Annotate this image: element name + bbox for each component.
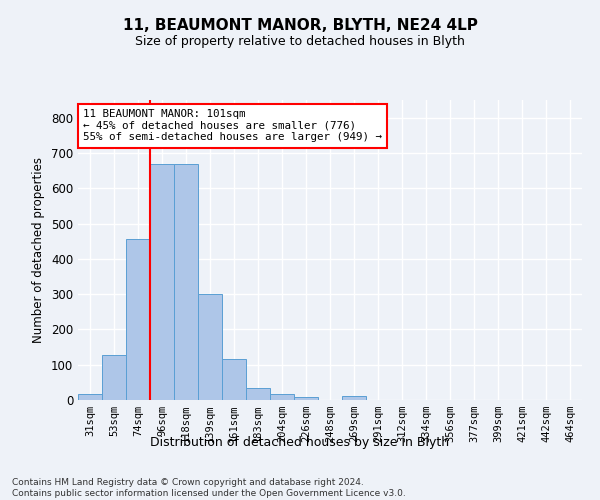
Bar — [198, 294, 222, 400]
Text: 11 BEAUMONT MANOR: 101sqm
← 45% of detached houses are smaller (776)
55% of semi: 11 BEAUMONT MANOR: 101sqm ← 45% of detac… — [83, 109, 382, 142]
Text: Size of property relative to detached houses in Blyth: Size of property relative to detached ho… — [135, 35, 465, 48]
Bar — [342, 396, 366, 400]
Text: Distribution of detached houses by size in Blyth: Distribution of detached houses by size … — [151, 436, 449, 449]
Bar — [222, 359, 246, 400]
Bar — [294, 397, 318, 400]
Bar — [126, 238, 150, 400]
Bar — [150, 164, 174, 400]
Text: 11, BEAUMONT MANOR, BLYTH, NE24 4LP: 11, BEAUMONT MANOR, BLYTH, NE24 4LP — [122, 18, 478, 32]
Y-axis label: Number of detached properties: Number of detached properties — [32, 157, 46, 343]
Bar — [102, 355, 126, 400]
Bar — [246, 388, 270, 400]
Text: Contains HM Land Registry data © Crown copyright and database right 2024.
Contai: Contains HM Land Registry data © Crown c… — [12, 478, 406, 498]
Bar — [174, 164, 198, 400]
Bar — [78, 394, 102, 400]
Bar — [270, 394, 294, 400]
